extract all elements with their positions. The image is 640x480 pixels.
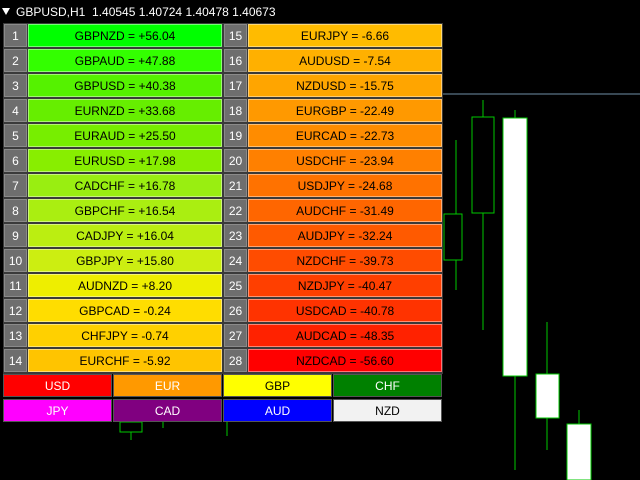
rank-number: 9: [4, 224, 27, 247]
rank-number: 6: [4, 149, 27, 172]
rank-number: 3: [4, 74, 27, 97]
pair-strength-cell[interactable]: GBPNZD = +56.04: [28, 24, 222, 47]
pair-strength-cell[interactable]: NZDCAD = -56.60: [248, 349, 442, 372]
candle-body: [119, 421, 143, 433]
rank-number: 8: [4, 199, 27, 222]
rank-number: 20: [224, 149, 247, 172]
currency-button-aud[interactable]: AUD: [223, 399, 332, 422]
rank-number: 24: [224, 249, 247, 272]
pair-strength-cell[interactable]: EURNZD = +33.68: [28, 99, 222, 122]
pair-strength-cell[interactable]: GBPAUD = +47.88: [28, 49, 222, 72]
rank-number: 1: [4, 24, 27, 47]
pair-strength-cell[interactable]: USDJPY = -24.68: [248, 174, 442, 197]
currency-button-cad[interactable]: CAD: [113, 399, 222, 422]
pair-strength-cell[interactable]: CADJPY = +16.04: [28, 224, 222, 247]
rank-number: 21: [224, 174, 247, 197]
pair-strength-cell[interactable]: EURCAD = -22.73: [248, 124, 442, 147]
pair-strength-cell[interactable]: CHFJPY = -0.74: [28, 324, 222, 347]
pair-strength-cell[interactable]: AUDNZD = +8.20: [28, 274, 222, 297]
pair-strength-cell[interactable]: EURGBP = -22.49: [248, 99, 442, 122]
rank-number: 5: [4, 124, 27, 147]
rank-number: 22: [224, 199, 247, 222]
rank-number: 15: [224, 24, 247, 47]
pair-strength-cell[interactable]: GBPUSD = +40.38: [28, 74, 222, 97]
pair-strength-cell[interactable]: NZDUSD = -15.75: [248, 74, 442, 97]
pair-strength-cell[interactable]: GBPCAD = -0.24: [28, 299, 222, 322]
candle-body: [566, 423, 592, 480]
currency-button-usd[interactable]: USD: [3, 374, 112, 397]
rank-number: 18: [224, 99, 247, 122]
currency-button-chf[interactable]: CHF: [333, 374, 442, 397]
pair-strength-cell[interactable]: AUDJPY = -32.24: [248, 224, 442, 247]
rank-number: 10: [4, 249, 27, 272]
currency-button-gbp[interactable]: GBP: [223, 374, 332, 397]
pair-strength-cell[interactable]: GBPJPY = +15.80: [28, 249, 222, 272]
rank-number: 28: [224, 349, 247, 372]
pair-strength-cell[interactable]: GBPCHF = +16.54: [28, 199, 222, 222]
pair-strength-cell[interactable]: USDCHF = -23.94: [248, 149, 442, 172]
chart-title-text: GBPUSD,H1 1.40545 1.40724 1.40478 1.4067…: [16, 5, 276, 19]
pair-strength-cell[interactable]: NZDCHF = -39.73: [248, 249, 442, 272]
rank-number: 26: [224, 299, 247, 322]
rank-number: 19: [224, 124, 247, 147]
rank-number: 14: [4, 349, 27, 372]
currency-button-eur[interactable]: EUR: [113, 374, 222, 397]
pair-strength-cell[interactable]: USDCAD = -40.78: [248, 299, 442, 322]
pair-strength-cell[interactable]: EURUSD = +17.98: [28, 149, 222, 172]
candle-body: [443, 213, 463, 261]
pair-strength-cell[interactable]: EURJPY = -6.66: [248, 24, 442, 47]
pair-strength-cell[interactable]: AUDCHF = -31.49: [248, 199, 442, 222]
dropdown-triangle-icon[interactable]: [2, 8, 10, 15]
currency-button-nzd[interactable]: NZD: [333, 399, 442, 422]
currency-strength-panel: 1 GBPNZD = +56.04 2 GBPAUD = +47.88 3 GBPUSD …: [3, 23, 443, 374]
candle-body: [471, 116, 495, 214]
pair-strength-cell[interactable]: CADCHF = +16.78: [28, 174, 222, 197]
rank-number: 16: [224, 49, 247, 72]
chart-title: GBPUSD,H1 1.40545 1.40724 1.40478 1.4067…: [2, 5, 276, 19]
pair-strength-cell[interactable]: NZDJPY = -40.47: [248, 274, 442, 297]
pair-strength-cell[interactable]: EURAUD = +25.50: [28, 124, 222, 147]
rank-number: 2: [4, 49, 27, 72]
rank-number: 4: [4, 99, 27, 122]
rank-number: 7: [4, 174, 27, 197]
currency-buttons: USD EUR GBP CHF JPY CAD AUD NZD: [3, 374, 443, 422]
candle-body: [502, 117, 528, 377]
candle-body: [535, 373, 560, 419]
rank-number: 25: [224, 274, 247, 297]
rank-number: 13: [4, 324, 27, 347]
rank-number: 11: [4, 274, 27, 297]
rank-number: 17: [224, 74, 247, 97]
rank-number: 27: [224, 324, 247, 347]
rank-number: 23: [224, 224, 247, 247]
pair-strength-cell[interactable]: EURCHF = -5.92: [28, 349, 222, 372]
pair-strength-cell[interactable]: AUDCAD = -48.35: [248, 324, 442, 347]
rank-number: 12: [4, 299, 27, 322]
currency-button-jpy[interactable]: JPY: [3, 399, 112, 422]
pair-strength-cell[interactable]: AUDUSD = -7.54: [248, 49, 442, 72]
